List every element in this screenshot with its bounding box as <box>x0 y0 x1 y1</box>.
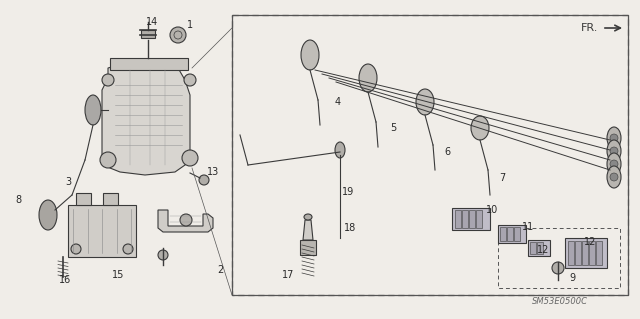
Text: 13: 13 <box>207 167 219 177</box>
Text: SM53E0500C: SM53E0500C <box>532 298 588 307</box>
Bar <box>232 15 628 295</box>
Text: 12: 12 <box>537 245 549 255</box>
Ellipse shape <box>85 95 101 125</box>
Bar <box>582 241 588 265</box>
Circle shape <box>158 250 168 260</box>
Bar <box>565 238 607 268</box>
Bar <box>530 242 536 254</box>
Bar <box>110 58 188 70</box>
Text: 14: 14 <box>146 17 158 27</box>
Bar <box>568 241 574 265</box>
Circle shape <box>71 244 81 254</box>
Ellipse shape <box>471 116 489 140</box>
Bar <box>452 208 490 230</box>
Ellipse shape <box>607 153 621 175</box>
Circle shape <box>610 160 618 168</box>
Ellipse shape <box>607 140 621 162</box>
Circle shape <box>199 175 209 185</box>
Bar <box>575 241 581 265</box>
Circle shape <box>182 150 198 166</box>
Circle shape <box>184 74 196 86</box>
Text: 17: 17 <box>282 270 294 280</box>
Ellipse shape <box>607 166 621 188</box>
Bar <box>469 210 475 228</box>
Ellipse shape <box>301 40 319 70</box>
Text: 6: 6 <box>444 147 450 157</box>
Bar <box>589 241 595 265</box>
Bar <box>462 210 468 228</box>
Text: 9: 9 <box>569 273 575 283</box>
Text: 2: 2 <box>217 265 223 275</box>
Polygon shape <box>303 220 313 240</box>
Bar <box>476 210 482 228</box>
Bar <box>498 225 526 243</box>
Text: 8: 8 <box>15 195 21 205</box>
Ellipse shape <box>335 142 345 158</box>
Circle shape <box>552 262 564 274</box>
Circle shape <box>102 74 114 86</box>
Text: 18: 18 <box>344 223 356 233</box>
Bar <box>514 227 520 241</box>
Text: 3: 3 <box>65 177 71 187</box>
Polygon shape <box>158 210 213 232</box>
Bar <box>68 205 136 257</box>
Text: 16: 16 <box>59 275 71 285</box>
Circle shape <box>100 152 116 168</box>
Bar <box>76 193 91 205</box>
Bar <box>300 240 316 255</box>
Text: 11: 11 <box>522 222 534 232</box>
Text: 5: 5 <box>390 123 396 133</box>
Text: 1: 1 <box>187 20 193 30</box>
Text: 12: 12 <box>584 237 596 247</box>
Bar <box>141 30 155 38</box>
Text: 7: 7 <box>499 173 505 183</box>
Circle shape <box>123 244 133 254</box>
Text: 10: 10 <box>486 205 498 215</box>
Circle shape <box>610 173 618 181</box>
Bar <box>528 240 550 256</box>
Circle shape <box>170 27 186 43</box>
Ellipse shape <box>359 64 377 92</box>
Bar <box>498 228 620 288</box>
Bar <box>507 227 513 241</box>
Ellipse shape <box>304 214 312 220</box>
Bar <box>455 210 461 228</box>
Ellipse shape <box>39 200 57 230</box>
Circle shape <box>610 134 618 142</box>
Circle shape <box>610 147 618 155</box>
Text: 19: 19 <box>342 187 354 197</box>
Ellipse shape <box>607 127 621 149</box>
Text: FR.: FR. <box>581 23 598 33</box>
Circle shape <box>180 214 192 226</box>
Ellipse shape <box>416 89 434 115</box>
Bar <box>596 241 602 265</box>
Bar <box>500 227 506 241</box>
Bar <box>103 193 118 205</box>
Text: 4: 4 <box>335 97 341 107</box>
Text: 15: 15 <box>112 270 124 280</box>
Bar <box>537 242 543 254</box>
Polygon shape <box>102 62 190 175</box>
